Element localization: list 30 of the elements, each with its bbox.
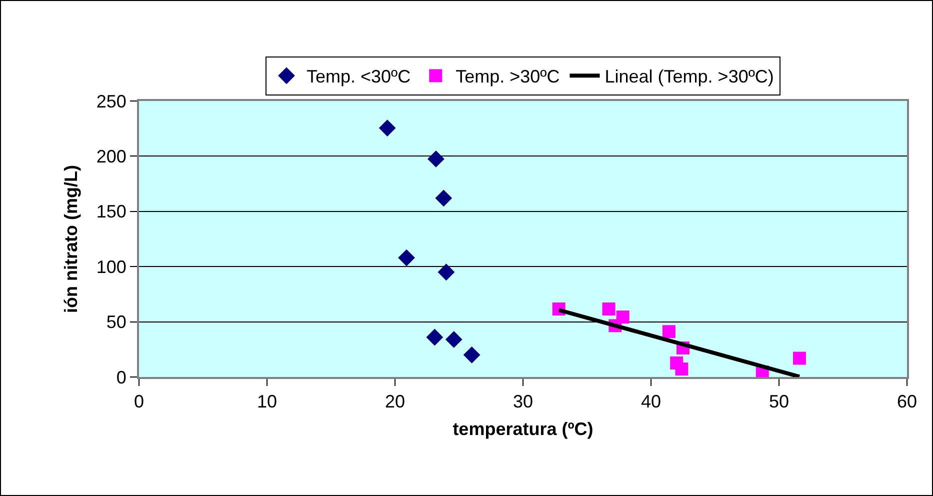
x-tick-label: 0 bbox=[134, 392, 144, 412]
point bbox=[662, 325, 676, 338]
y-tick-label: 50 bbox=[106, 312, 126, 332]
x-tick-label: 50 bbox=[768, 392, 790, 412]
x-axis-title: temperatura (ºC) bbox=[452, 419, 594, 440]
legend-label: Temp. >30ºC bbox=[456, 66, 560, 87]
point bbox=[426, 328, 444, 346]
y-tick-label: 150 bbox=[96, 202, 126, 222]
x-tick-label: 20 bbox=[384, 392, 406, 412]
point bbox=[463, 346, 480, 364]
x-tick-label: 40 bbox=[640, 392, 662, 412]
y-tick-label: 100 bbox=[96, 256, 126, 277]
point bbox=[398, 249, 415, 266]
legend-label: Lineal (Temp. >30ºC) bbox=[604, 66, 774, 87]
point bbox=[378, 120, 396, 136]
point bbox=[435, 190, 452, 207]
x-tick-label: 60 bbox=[896, 392, 918, 412]
point bbox=[602, 302, 616, 316]
point bbox=[438, 264, 455, 281]
x-tick-label: 30 bbox=[512, 392, 534, 412]
y-axis-title: ión nitrato (mg/L) bbox=[61, 165, 82, 313]
point bbox=[445, 331, 462, 348]
point bbox=[675, 362, 688, 376]
x-tick-label: 10 bbox=[256, 392, 278, 412]
point bbox=[792, 352, 806, 365]
point bbox=[428, 150, 444, 168]
y-tick-label: 0 bbox=[116, 367, 126, 388]
y-tick-label: 250 bbox=[96, 91, 126, 112]
legend-label: Temp. <30ºC bbox=[306, 66, 411, 87]
y-tick-label: 200 bbox=[96, 146, 126, 166]
